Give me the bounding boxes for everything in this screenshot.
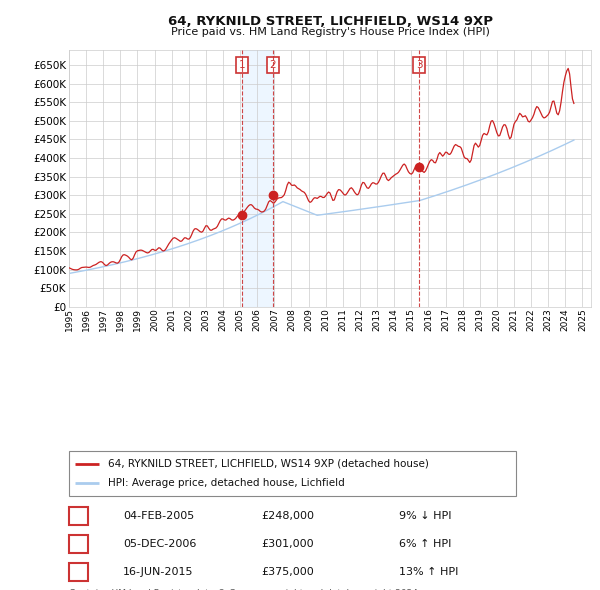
Text: 64, RYKNILD STREET, LICHFIELD, WS14 9XP (detached house): 64, RYKNILD STREET, LICHFIELD, WS14 9XP …: [108, 459, 429, 468]
Text: 05-DEC-2006: 05-DEC-2006: [123, 539, 196, 549]
Text: Price paid vs. HM Land Registry's House Price Index (HPI): Price paid vs. HM Land Registry's House …: [170, 27, 490, 37]
Text: 16-JUN-2015: 16-JUN-2015: [123, 568, 193, 577]
Text: 6% ↑ HPI: 6% ↑ HPI: [399, 539, 451, 549]
Bar: [242, 50, 273, 307]
Text: 3: 3: [75, 568, 82, 577]
Text: HPI: Average price, detached house, Lichfield: HPI: Average price, detached house, Lich…: [108, 478, 345, 488]
Text: £248,000: £248,000: [261, 511, 314, 520]
Text: Contains HM Land Registry data © Crown copyright and database right 2024.
This d: Contains HM Land Registry data © Crown c…: [69, 589, 421, 590]
Text: £301,000: £301,000: [261, 539, 314, 549]
Text: 3: 3: [416, 60, 422, 70]
Text: £375,000: £375,000: [261, 568, 314, 577]
Text: 13% ↑ HPI: 13% ↑ HPI: [399, 568, 458, 577]
Text: 1: 1: [75, 511, 82, 520]
Text: 64, RYKNILD STREET, LICHFIELD, WS14 9XP: 64, RYKNILD STREET, LICHFIELD, WS14 9XP: [167, 15, 493, 28]
Text: 2: 2: [269, 60, 277, 70]
Text: 9% ↓ HPI: 9% ↓ HPI: [399, 511, 452, 520]
Text: 04-FEB-2005: 04-FEB-2005: [123, 511, 194, 520]
Text: 2: 2: [75, 539, 82, 549]
Text: 1: 1: [238, 60, 245, 70]
